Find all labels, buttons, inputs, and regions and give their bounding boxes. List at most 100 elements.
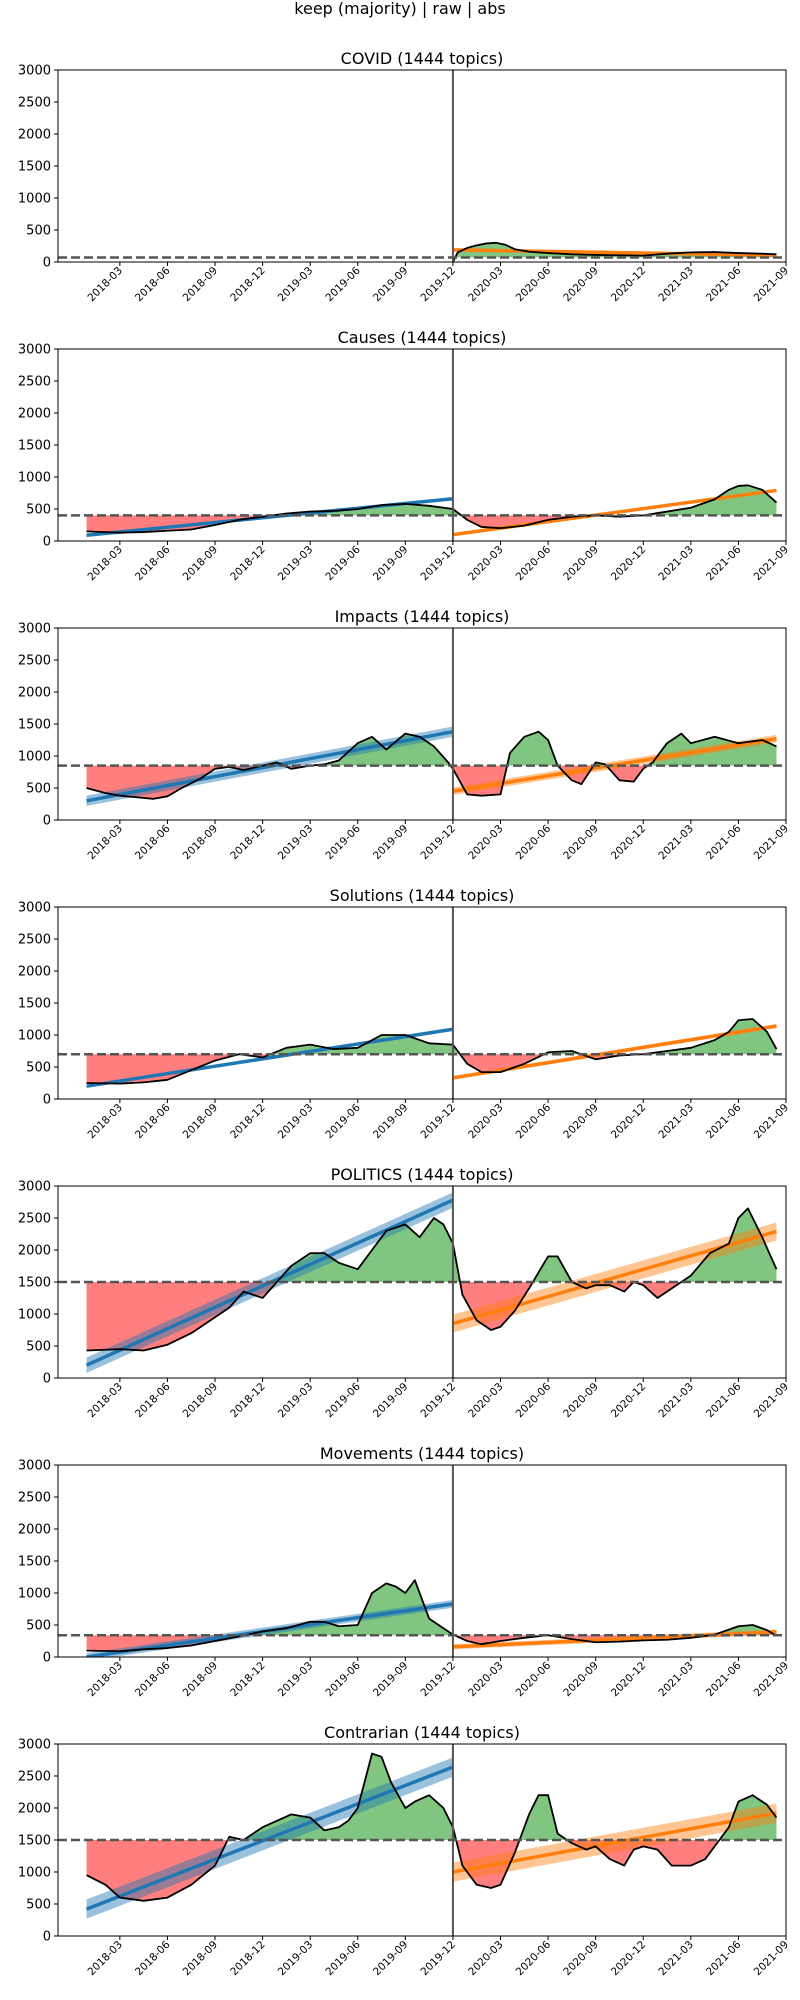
x-tick-label: 2020-12 [609,823,649,863]
y-tick-label: 1000 [18,1029,51,1044]
x-tick-label: 2020-06 [514,264,554,304]
trend-after-line [452,736,777,793]
y-tick-label: 1000 [18,1587,51,1602]
x-tick-label: 2018-09 [181,544,221,584]
x-tick-label: 2021-03 [656,265,696,305]
trend-after-line [452,248,777,258]
above-baseline-fill [86,1208,777,1282]
y-tick-label: 2500 [18,96,51,111]
y-tick-label: 2500 [18,933,51,948]
x-tick-label: 2019-03 [276,1381,316,1421]
chart-panel: Movements (1444 topics) 0 500 1000 1500 2000 2… [18,1444,800,1699]
axes-frame [57,69,787,263]
x-tick-label: 2019-09 [371,265,411,305]
x-tick-label: 2019-06 [323,264,363,304]
trend-after-line [452,1811,777,1874]
y-tick-label: 0 [43,814,51,829]
y-tick-label: 1500 [18,1555,51,1570]
y-tick-label: 1000 [18,471,51,486]
x-tick-label: 2020-09 [561,1381,601,1421]
x-tick-label: 2018-06 [133,264,173,304]
y-tick-label: 2000 [18,407,51,422]
figure-title: keep (majority) | raw | abs [294,0,506,18]
y-tick-label: 500 [26,782,51,797]
above-baseline-fill [86,1580,777,1636]
x-tick-label: 2020-06 [514,1101,554,1141]
x-tick-label: 2018-06 [133,1659,173,1699]
signal-line [86,1018,778,1085]
x-tick-label: 2019-12 [419,1939,459,1979]
x-tick-label: 2018-09 [181,265,221,305]
x-tick-label: 2020-06 [514,543,554,583]
x-tick-label: 2020-09 [561,1660,601,1700]
plot-area [58,628,786,820]
x-tick-label: 2019-06 [323,1380,363,1420]
x-tick-label: 2021-03 [656,1102,696,1142]
x-tick-label: 2020-03 [466,544,506,584]
x-tick-label: 2019-12 [419,265,459,305]
x-tick-label: 2018-03 [85,265,125,305]
x-tick-label: 2019-09 [371,1102,411,1142]
y-tick-label: 2500 [18,1491,51,1506]
signal-line [86,484,778,534]
x-tick-label: 2018-09 [181,1102,221,1142]
x-tick-label: 2021-06 [704,1659,744,1699]
chart-title: Solutions (1444 topics) [330,886,515,905]
y-tick-label: 1500 [18,1834,51,1849]
x-tick-label: 2018-09 [181,1660,221,1700]
y-tick-label: 0 [43,1930,51,1945]
chart-title: Causes (1444 topics) [338,328,507,347]
signal-line [86,1207,778,1352]
x-tick-label: 2020-03 [466,1660,506,1700]
y-tick-label: 3000 [18,1738,51,1753]
x-tick-label: 2021-09 [752,1381,792,1421]
y-tick-label: 0 [43,535,51,550]
x-tick-label: 2018-12 [228,1102,268,1142]
x-tick-label: 2021-06 [704,1380,744,1420]
y-tick-label: 0 [43,1651,51,1666]
y-tick-label: 0 [43,256,51,271]
chart-panel: COVID (1444 topics) 0 500 1000 1500 2000 2500 3… [18,49,800,304]
x-tick-label: 2019-12 [419,1102,459,1142]
y-tick-label: 1000 [18,1866,51,1881]
x-tick-label: 2021-09 [752,544,792,584]
x-tick-label: 2018-09 [181,1939,221,1979]
chart-title: POLITICS (1444 topics) [331,1165,514,1184]
x-tick-label: 2020-12 [609,1660,649,1700]
trend-before-line [86,1027,454,1088]
x-tick-label: 2020-06 [514,822,554,862]
x-tick-label: 2019-03 [276,1660,316,1700]
plot-area [58,349,786,541]
signal-line [452,241,777,262]
y-tick-label: 3000 [18,622,51,637]
chart-title: Impacts (1444 topics) [335,607,510,626]
x-tick-label: 2018-06 [133,1938,173,1978]
x-tick-label: 2021-03 [656,544,696,584]
x-tick-label: 2021-03 [656,1381,696,1421]
x-tick-label: 2018-06 [133,1380,173,1420]
x-tick-label: 2021-09 [752,1939,792,1979]
x-tick-label: 2021-03 [656,1939,696,1979]
y-tick-label: 1000 [18,192,51,207]
x-tick-label: 2018-06 [133,543,173,583]
y-tick-label: 2000 [18,1523,51,1538]
y-tick-label: 1500 [18,1276,51,1291]
x-tick-label: 2021-06 [704,1938,744,1978]
x-tick-label: 2019-06 [323,1938,363,1978]
x-tick-label: 2019-06 [323,822,363,862]
x-tick-label: 2021-06 [704,543,744,583]
x-tick-label: 2018-12 [228,544,268,584]
y-tick-label: 2000 [18,965,51,980]
x-tick-label: 2020-09 [561,544,601,584]
above-baseline-fill [86,1753,777,1840]
x-tick-label: 2019-12 [419,544,459,584]
plot-area [58,1186,786,1378]
x-tick-label: 2020-12 [609,265,649,305]
y-tick-label: 3000 [18,901,51,916]
y-tick-label: 2000 [18,1244,51,1259]
x-tick-label: 2019-06 [323,1101,363,1141]
y-tick-label: 500 [26,1619,51,1634]
y-tick-label: 1500 [18,718,51,733]
x-tick-label: 2021-09 [752,265,792,305]
